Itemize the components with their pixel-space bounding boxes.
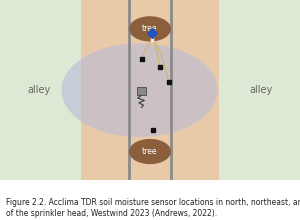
Text: tree: tree (142, 147, 158, 156)
Bar (137, 87, 146, 95)
Circle shape (129, 139, 171, 164)
Text: Figure 2.2. Acclima TDR soil moisture sensor locations in north, northeast, and : Figure 2.2. Acclima TDR soil moisture se… (6, 198, 300, 218)
Text: alley: alley (249, 85, 273, 95)
Circle shape (61, 43, 218, 137)
Bar (81, 0, 219, 180)
Text: tree: tree (142, 24, 158, 33)
Circle shape (129, 16, 171, 42)
Text: alley: alley (27, 85, 51, 95)
